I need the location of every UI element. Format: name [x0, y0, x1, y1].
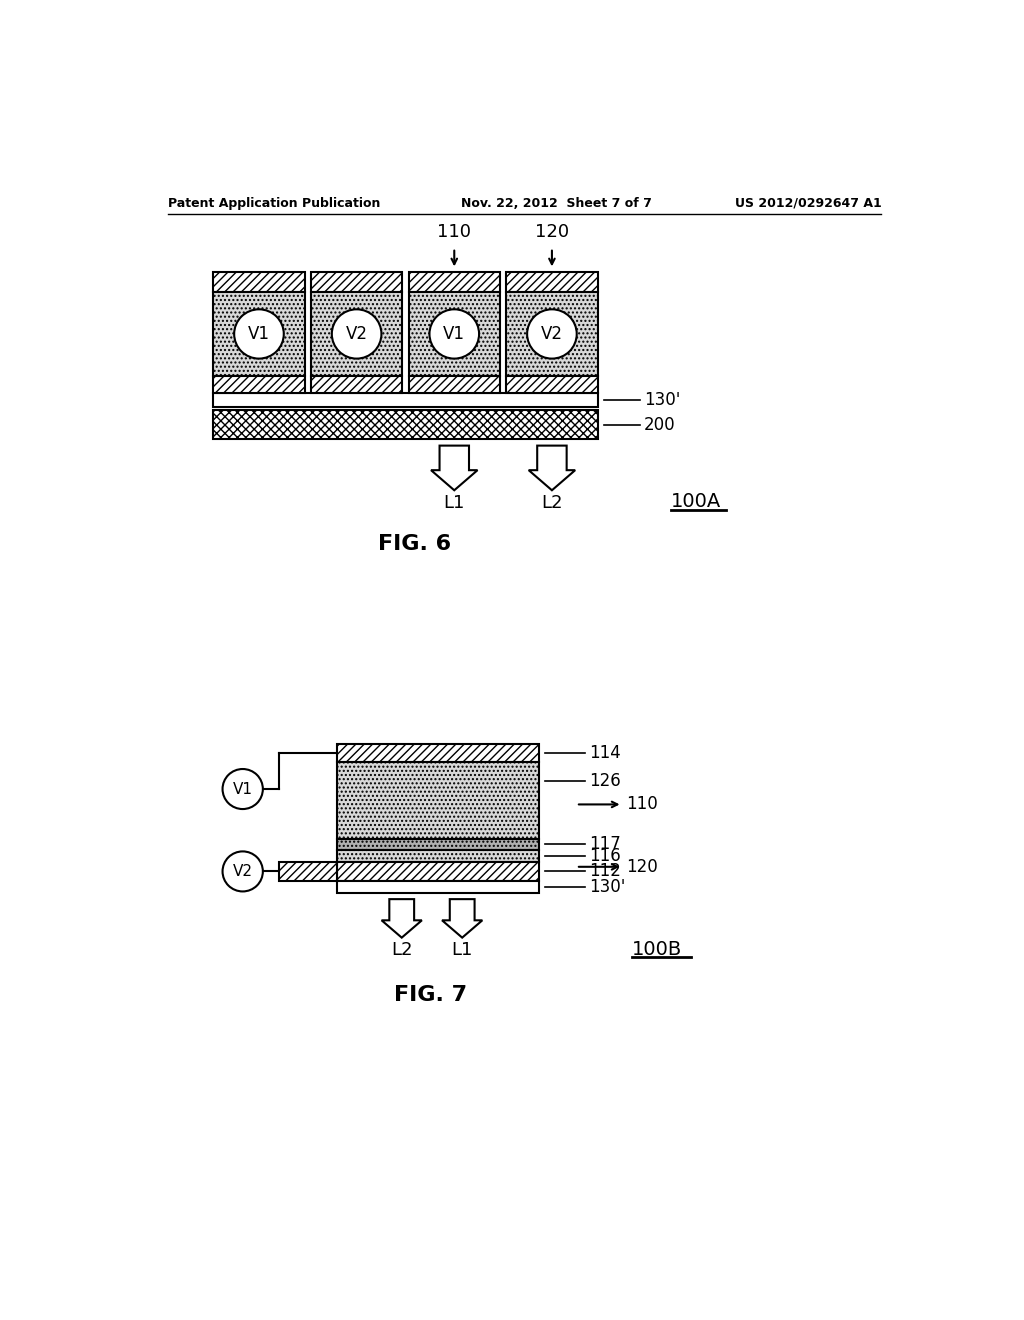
Circle shape [222, 770, 263, 809]
Text: V2: V2 [232, 863, 253, 879]
Bar [213, 376, 305, 393]
Bar [506, 376, 598, 393]
Text: L1: L1 [452, 941, 473, 958]
Circle shape [222, 851, 263, 891]
Bar [213, 411, 598, 440]
Text: FIG. 6: FIG. 6 [378, 535, 452, 554]
Text: 110: 110 [627, 796, 658, 813]
Polygon shape [528, 446, 575, 490]
Bar [337, 880, 539, 892]
Bar [311, 292, 402, 376]
Circle shape [429, 309, 479, 359]
Circle shape [527, 309, 577, 359]
Bar [213, 393, 598, 407]
Text: Patent Application Publication: Patent Application Publication [168, 197, 381, 210]
Bar [409, 376, 500, 393]
Text: V1: V1 [232, 781, 253, 796]
Text: L2: L2 [391, 941, 413, 958]
Bar [337, 850, 539, 862]
Polygon shape [431, 446, 477, 490]
Bar [280, 862, 337, 880]
Text: 100B: 100B [632, 940, 682, 958]
Text: V2: V2 [346, 325, 368, 343]
Text: Nov. 22, 2012  Sheet 7 of 7: Nov. 22, 2012 Sheet 7 of 7 [461, 197, 652, 210]
Text: 200: 200 [644, 416, 676, 434]
Bar [409, 292, 500, 376]
Text: 130': 130' [644, 391, 681, 409]
Text: 120: 120 [535, 223, 569, 242]
Text: L1: L1 [443, 494, 465, 512]
Text: 126: 126 [589, 772, 621, 791]
Bar [213, 272, 305, 292]
Bar [213, 292, 305, 376]
Text: V1: V1 [248, 325, 270, 343]
Text: 110: 110 [437, 223, 471, 242]
Bar [337, 862, 539, 880]
Bar [506, 292, 598, 376]
Polygon shape [442, 899, 482, 937]
Polygon shape [382, 899, 422, 937]
Text: 120: 120 [627, 858, 658, 875]
Bar [409, 272, 500, 292]
Text: US 2012/0292647 A1: US 2012/0292647 A1 [734, 197, 882, 210]
Text: L2: L2 [541, 494, 562, 512]
Bar [337, 762, 539, 840]
Text: 116: 116 [589, 847, 621, 865]
Bar [506, 272, 598, 292]
Circle shape [332, 309, 381, 359]
Bar [337, 840, 539, 850]
Text: 114: 114 [589, 744, 621, 762]
Text: 100A: 100A [671, 492, 721, 511]
Circle shape [234, 309, 284, 359]
Text: 117: 117 [589, 836, 621, 854]
Text: V1: V1 [443, 325, 465, 343]
Text: FIG. 7: FIG. 7 [393, 986, 467, 1006]
Bar [311, 272, 402, 292]
Text: 130': 130' [589, 878, 626, 896]
Bar [311, 376, 402, 393]
Bar [337, 743, 539, 762]
Text: 112: 112 [589, 862, 621, 880]
Text: V2: V2 [541, 325, 563, 343]
